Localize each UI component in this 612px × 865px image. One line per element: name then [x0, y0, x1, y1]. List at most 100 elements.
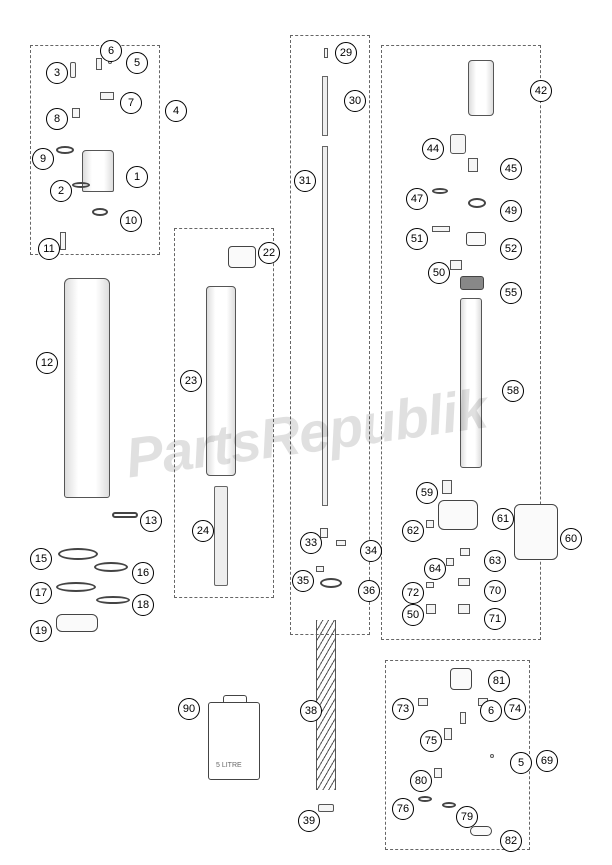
part-13 [112, 512, 138, 518]
callout-13: 13 [140, 510, 162, 532]
callout-4: 4 [165, 100, 187, 122]
callout-72: 72 [402, 582, 424, 604]
callout-81: 81 [488, 670, 510, 692]
callout-80: 80 [410, 770, 432, 792]
callout-5: 5 [126, 52, 148, 74]
callout-19: 19 [30, 620, 52, 642]
callout-15: 15 [30, 548, 52, 570]
part-82 [470, 826, 492, 836]
part-36 [320, 578, 342, 588]
part-60-axle-lug [514, 504, 558, 560]
part-50b [426, 604, 436, 614]
callout-59: 59 [416, 482, 438, 504]
part-64 [446, 558, 454, 566]
callout-6: 6 [480, 700, 502, 722]
callout-64: 64 [424, 558, 446, 580]
callout-39: 39 [298, 810, 320, 832]
part-44 [450, 134, 466, 154]
part-34 [336, 540, 346, 546]
callout-50: 50 [402, 604, 424, 626]
part-9 [56, 146, 74, 154]
callout-42: 42 [530, 80, 552, 102]
part-33 [320, 528, 328, 538]
callout-79: 79 [456, 806, 478, 828]
part-31-piston-rod [322, 146, 328, 506]
part-75 [444, 728, 452, 740]
part-80 [434, 768, 442, 778]
callout-29: 29 [335, 42, 357, 64]
part-12-outer-tube [64, 278, 110, 498]
part-15 [58, 548, 98, 560]
callout-49: 49 [500, 200, 522, 222]
callout-33: 33 [300, 532, 322, 554]
part-screw-3 [70, 62, 76, 78]
part-22-cap [228, 246, 256, 268]
callout-30: 30 [344, 90, 366, 112]
callout-44: 44 [422, 138, 444, 160]
part-11 [60, 232, 66, 250]
part-52 [466, 232, 486, 246]
part-10 [92, 208, 108, 216]
callout-8: 8 [46, 108, 68, 130]
part-7 [100, 92, 114, 100]
callout-60: 60 [560, 528, 582, 550]
part-70 [458, 578, 470, 586]
callout-12: 12 [36, 352, 58, 374]
callout-58: 58 [502, 380, 524, 402]
callout-24: 24 [192, 520, 214, 542]
callout-18: 18 [132, 594, 154, 616]
part-29 [324, 48, 328, 58]
part-6b [460, 712, 466, 724]
callout-62: 62 [402, 520, 424, 542]
part-59 [442, 480, 452, 494]
callout-2: 2 [50, 180, 72, 202]
part-49 [468, 198, 486, 208]
callout-75: 75 [420, 730, 442, 752]
part-17 [56, 582, 96, 592]
callout-90: 90 [178, 698, 200, 720]
part-42 [468, 60, 494, 116]
part-72 [426, 582, 434, 588]
callout-31: 31 [294, 170, 316, 192]
callout-74: 74 [504, 698, 526, 720]
oil-can-label: 5 LITRE [216, 762, 242, 769]
callout-52: 52 [500, 238, 522, 260]
callout-7: 7 [120, 92, 142, 114]
part-45 [468, 158, 478, 172]
callout-36: 36 [358, 580, 380, 602]
callout-73: 73 [392, 698, 414, 720]
callout-34: 34 [360, 540, 382, 562]
part-18 [96, 596, 130, 604]
part-73 [418, 698, 428, 706]
callout-22: 22 [258, 242, 280, 264]
callout-55: 55 [500, 282, 522, 304]
part-55 [460, 276, 484, 290]
callout-23: 23 [180, 370, 202, 392]
callout-51: 51 [406, 228, 428, 250]
callout-63: 63 [484, 550, 506, 572]
callout-71: 71 [484, 608, 506, 630]
part-81 [450, 668, 472, 690]
part-35 [316, 566, 324, 572]
part-51 [432, 226, 450, 232]
part-24-rod [214, 486, 228, 586]
part-30 [322, 76, 328, 136]
callout-45: 45 [500, 158, 522, 180]
callout-5: 5 [510, 752, 532, 774]
part-8 [72, 108, 80, 118]
part-63 [460, 548, 470, 556]
callout-10: 10 [120, 210, 142, 232]
part-6 [96, 58, 102, 70]
callout-38: 38 [300, 700, 322, 722]
callout-6: 6 [100, 40, 122, 62]
part-39 [318, 804, 334, 812]
part-23-inner-tube [206, 286, 236, 476]
callout-61: 61 [492, 508, 514, 530]
callout-16: 16 [132, 562, 154, 584]
part-76 [418, 796, 432, 802]
part-61-knuckle [438, 500, 478, 530]
callout-9: 9 [32, 148, 54, 170]
part-16 [94, 562, 128, 572]
callout-3: 3 [46, 62, 68, 84]
callout-47: 47 [406, 188, 428, 210]
